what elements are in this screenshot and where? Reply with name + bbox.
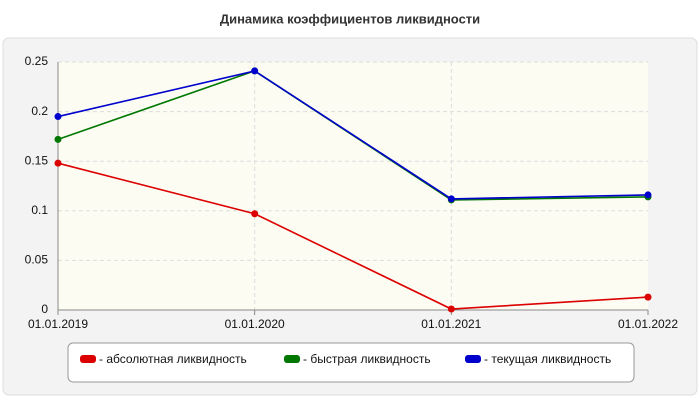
- data-point: [447, 305, 455, 313]
- y-tick-label: 0.1: [31, 203, 48, 217]
- series-line: [57, 162, 649, 310]
- legend-label: - текущая ликвидность: [484, 352, 611, 366]
- legend-swatch: [284, 355, 300, 363]
- legend-swatch: [80, 355, 96, 363]
- x-tick-label: 01.01.2021: [421, 317, 481, 331]
- data-point: [54, 113, 62, 121]
- data-point: [447, 195, 455, 203]
- x-tick-label: 01.01.2022: [618, 317, 678, 331]
- y-tick-label: 0.25: [25, 54, 49, 68]
- legend-swatch: [465, 355, 481, 363]
- y-tick-label: 0: [41, 302, 48, 316]
- series-line: [57, 70, 649, 200]
- data-point: [54, 159, 62, 167]
- data-point: [644, 191, 652, 199]
- legend-label: - быстрая ликвидность: [303, 352, 431, 366]
- x-tick-label: 01.01.2020: [225, 317, 285, 331]
- chart-title: Динамика коэффициентов ликвидности: [220, 11, 480, 26]
- legend: [67, 342, 635, 383]
- x-tick-label: 01.01.2019: [28, 317, 88, 331]
- data-point: [251, 210, 259, 218]
- y-tick-label: 0.15: [25, 153, 49, 167]
- legend-label: - абсолютная ликвидность: [99, 352, 247, 366]
- plot-area: [58, 62, 648, 310]
- data-point: [644, 293, 652, 301]
- y-tick-label: 0.05: [25, 253, 49, 267]
- data-point: [54, 135, 62, 143]
- y-tick-label: 0.2: [31, 104, 48, 118]
- data-point: [251, 67, 259, 75]
